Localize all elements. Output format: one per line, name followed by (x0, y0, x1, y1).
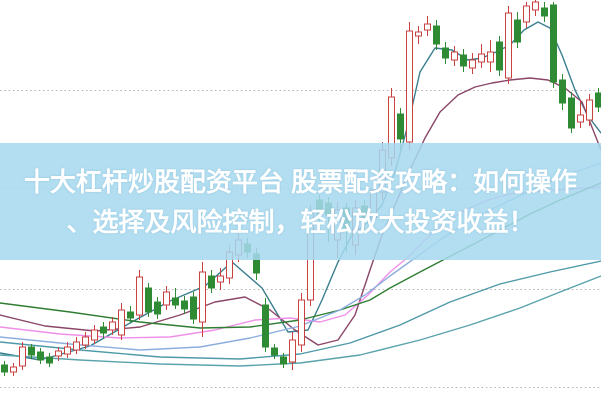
headline-overlay: 十大杠杆炒股配资平台 股票配资攻略：如何操作 、选择及风险控制，轻松放大投资收益… (0, 143, 601, 260)
headline-line-2: 、选择及风险控制，轻松放大投资收益！ (66, 206, 535, 237)
headline-line-1: 十大杠杆炒股配资平台 股票配资攻略：如何操作 (23, 166, 578, 197)
